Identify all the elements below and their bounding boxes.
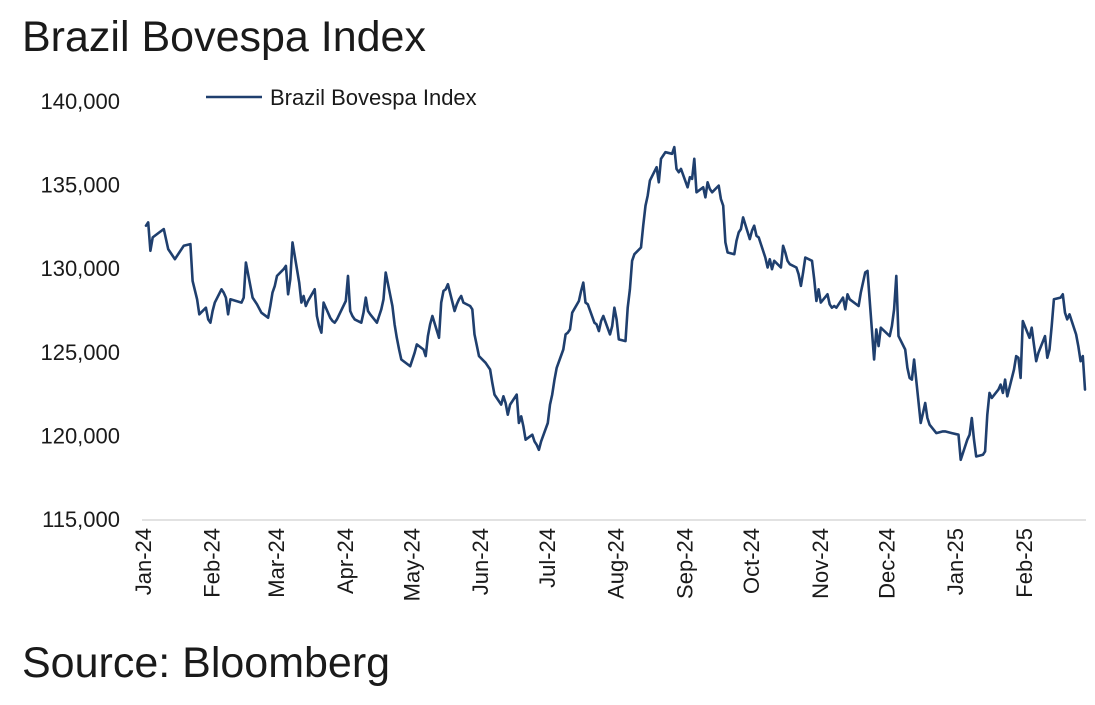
y-tick-label: 120,000 [40, 423, 120, 448]
y-tick-label: 140,000 [40, 89, 120, 114]
x-tick-label: Nov-24 [808, 528, 833, 599]
x-tick-label: Oct-24 [739, 528, 764, 594]
legend: Brazil Bovespa Index [206, 85, 477, 110]
y-tick-label: 135,000 [40, 173, 120, 198]
series-line-brazil-bovespa [144, 145, 1087, 462]
x-tick-label: Jun-24 [468, 528, 493, 595]
x-tick-label: Sep-24 [672, 528, 697, 599]
x-tick-label: Dec-24 [874, 528, 899, 599]
source-note: Source: Bloomberg [22, 639, 391, 687]
x-tick-label: Jan-24 [131, 528, 156, 595]
x-tick-label: Jan-25 [943, 528, 968, 595]
x-tick-label: Feb-24 [200, 528, 225, 598]
y-axis-tick-labels: 115,000 120,000 125,000 130,000 135,000 140,0… [40, 89, 120, 532]
page-title: Brazil Bovespa Index [22, 13, 426, 61]
x-tick-label: Feb-25 [1012, 528, 1037, 598]
y-tick-label: 125,000 [40, 340, 120, 365]
x-tick-label: Apr-24 [333, 528, 358, 594]
x-tick-label: Aug-24 [604, 528, 629, 599]
x-tick-label: May-24 [399, 528, 424, 601]
x-tick-label: Jul-24 [535, 528, 560, 588]
y-tick-label: 115,000 [42, 507, 120, 532]
legend-label: Brazil Bovespa Index [270, 85, 477, 110]
x-axis-tick-labels: Jan-24 Feb-24 Mar-24 Apr-24 May-24 Jun-24 Jul-… [131, 528, 1037, 601]
y-tick-label: 130,000 [40, 256, 120, 281]
x-tick-label: Mar-24 [264, 528, 289, 598]
